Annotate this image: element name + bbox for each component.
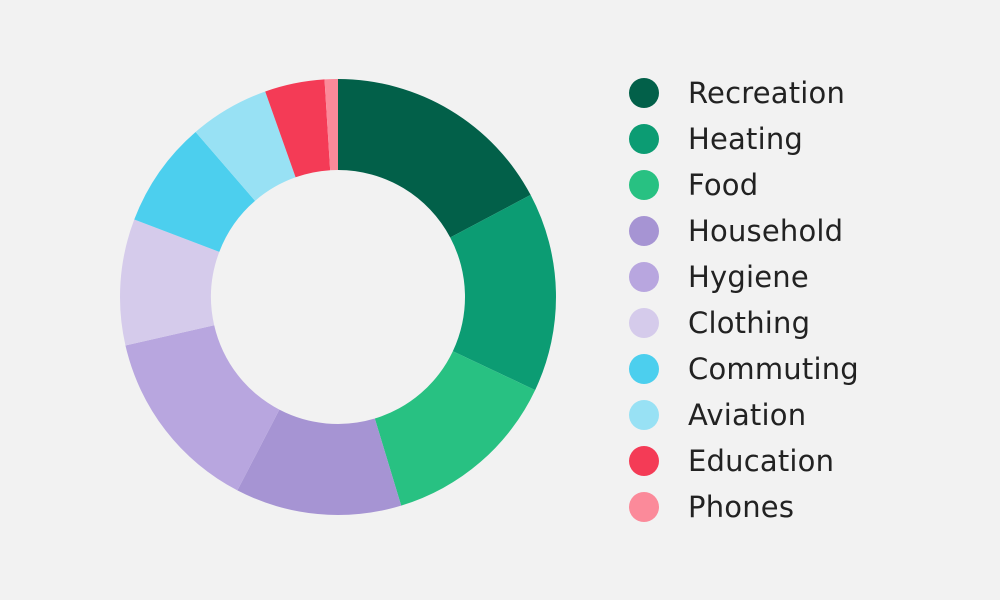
legend-item-clothing: Clothing <box>629 300 859 346</box>
slice-heating <box>450 194 556 391</box>
slice-education <box>265 79 331 178</box>
legend-swatch <box>629 262 659 292</box>
legend-label: Commuting <box>688 352 859 386</box>
legend-swatch <box>629 492 659 522</box>
chart-legend: Recreation Heating Food Household Hygiene Clo… <box>629 70 859 530</box>
legend-item-heating: Heating <box>629 116 859 162</box>
legend-item-aviation: Aviation <box>629 392 859 438</box>
legend-label: Aviation <box>688 398 807 432</box>
legend-item-household: Household <box>629 208 859 254</box>
donut-slices <box>119 79 556 515</box>
legend-label: Clothing <box>688 306 811 340</box>
slice-hygiene <box>125 325 280 491</box>
slice-recreation <box>338 79 531 238</box>
legend-swatch <box>629 354 659 384</box>
legend-swatch <box>629 400 659 430</box>
slice-commuting <box>134 131 256 252</box>
legend-item-commuting: Commuting <box>629 346 859 392</box>
legend-item-phones: Phones <box>629 484 859 530</box>
legend-swatch <box>629 78 659 108</box>
legend-label: Hygiene <box>688 260 809 294</box>
legend-item-recreation: Recreation <box>629 70 859 116</box>
legend-label: Food <box>688 168 759 202</box>
slice-food <box>374 351 536 506</box>
legend-label: Education <box>688 444 835 478</box>
legend-swatch <box>629 308 659 338</box>
legend-label: Household <box>688 214 844 248</box>
legend-swatch <box>629 124 659 154</box>
legend-item-hygiene: Hygiene <box>629 254 859 300</box>
legend-label: Heating <box>688 122 804 156</box>
legend-swatch <box>629 446 659 476</box>
slice-aviation <box>195 91 296 201</box>
legend-item-food: Food <box>629 162 859 208</box>
slice-clothing <box>119 219 220 346</box>
slice-phones <box>324 79 338 171</box>
slice-household <box>237 409 402 515</box>
legend-swatch <box>629 216 659 246</box>
legend-item-education: Education <box>629 438 859 484</box>
legend-label: Phones <box>688 490 795 524</box>
legend-label: Recreation <box>688 76 846 110</box>
legend-swatch <box>629 170 659 200</box>
